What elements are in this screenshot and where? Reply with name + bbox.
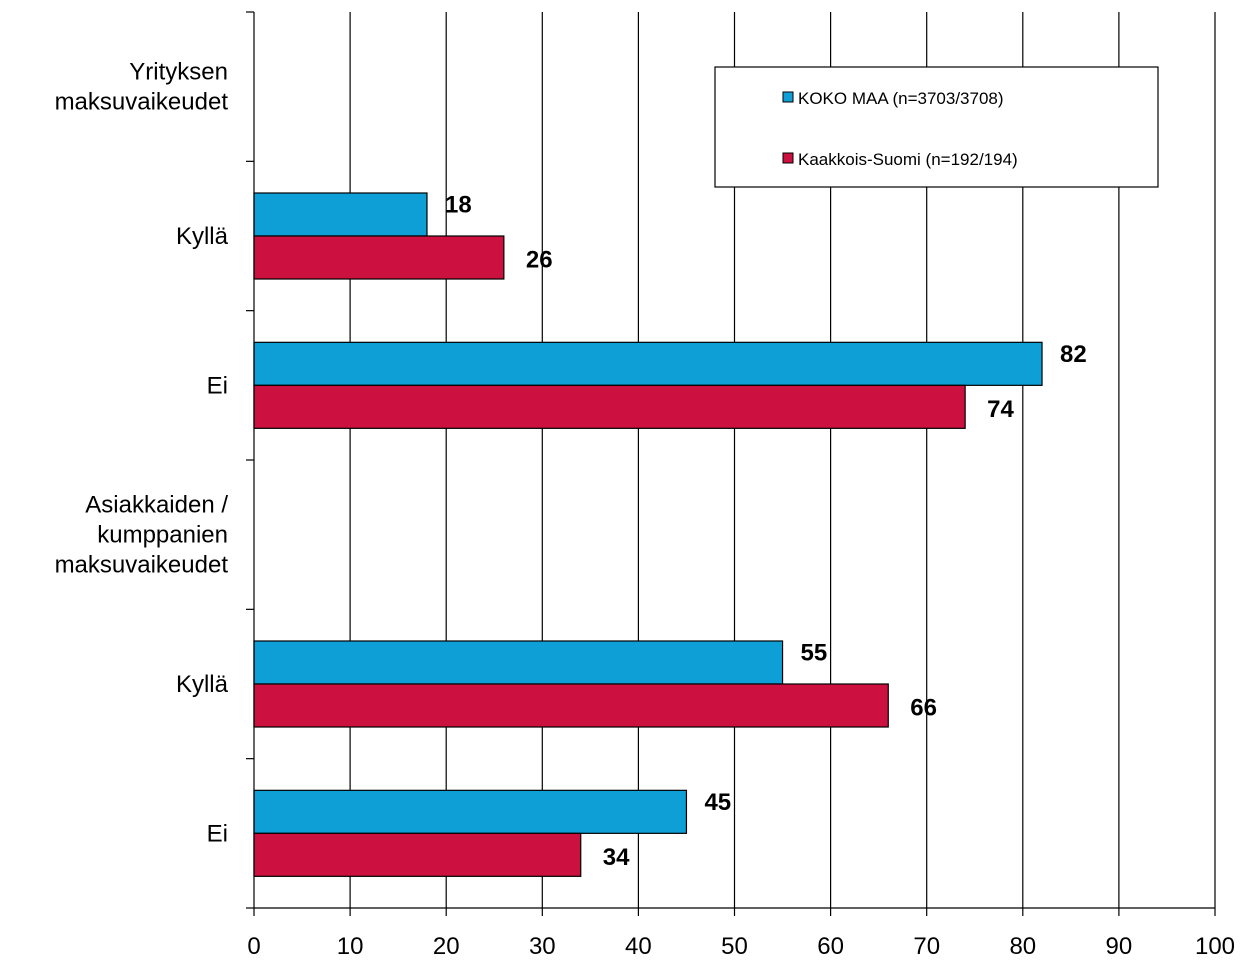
x-tick-label: 30 [529, 933, 556, 960]
bar-series-1 [253, 832, 582, 877]
x-tick-label: 40 [625, 933, 652, 960]
axes [246, 11, 1216, 916]
legend-box [714, 66, 1159, 188]
bar-series-0 [253, 789, 688, 834]
data-label: 66 [910, 695, 937, 722]
bar-series-0 [253, 192, 428, 237]
x-tick-label: 50 [721, 933, 748, 960]
data-label: 45 [704, 789, 731, 816]
labels: 0 10 20 30 40 50 60 70 80 90 100 Yrityksen maksuvaik… [55, 59, 1235, 960]
category-label-line: Ei [207, 820, 228, 847]
category-label-line: Asiakkaiden / [85, 492, 228, 519]
bar-series-0 [253, 341, 1043, 386]
bar-series-1 [253, 683, 889, 728]
x-tick-label: 20 [433, 933, 460, 960]
x-tick-label: 80 [1009, 933, 1036, 960]
bar-series-1 [253, 235, 505, 280]
category-label: Ei [207, 820, 228, 847]
category-label: Kyllä [176, 671, 229, 698]
data-label: 34 [603, 844, 630, 871]
x-tick-label: 100 [1195, 933, 1235, 960]
legend-label-koko-maa: KOKO MAA (n=3703/3708) [798, 89, 1004, 108]
category-label: Ei [207, 372, 228, 399]
category-label-line: maksuvaikeudet [55, 552, 229, 579]
bar-series-1 [253, 384, 966, 429]
legend-label-kaakkois-suomi: Kaakkois-Suomi (n=192/194) [798, 150, 1018, 169]
x-tick-label: 10 [337, 933, 364, 960]
category-label: Yrityksen maksuvaikeudet [55, 59, 229, 116]
category-label-line: Yrityksen [129, 59, 228, 86]
data-label: 18 [445, 192, 472, 219]
x-tick-label: 0 [247, 933, 260, 960]
data-label: 26 [526, 247, 553, 274]
x-tick-label: 60 [817, 933, 844, 960]
bar-series-0 [253, 640, 784, 685]
x-tick-label: 90 [1106, 933, 1133, 960]
data-label: 74 [987, 396, 1014, 423]
category-label-line: Ei [207, 372, 228, 399]
legend-swatch-koko-maa [782, 91, 794, 103]
category-label-line: Kyllä [176, 223, 229, 250]
category-label-line: kumppanien [97, 522, 228, 549]
category-label-line: maksuvaikeudet [55, 89, 229, 116]
bars [253, 192, 1043, 877]
legend-swatch-kaakkois-suomi [782, 152, 794, 164]
category-label: Asiakkaiden / kumppanien maksuvaikeudet [55, 492, 229, 579]
data-label: 55 [801, 640, 828, 667]
category-label: Kyllä [176, 223, 229, 250]
category-label-line: Kyllä [176, 671, 229, 698]
data-label: 82 [1060, 341, 1087, 368]
x-tick-label: 70 [913, 933, 940, 960]
legend: KOKO MAA (n=3703/3708) Kaakkois-Suomi (n… [714, 66, 1159, 188]
